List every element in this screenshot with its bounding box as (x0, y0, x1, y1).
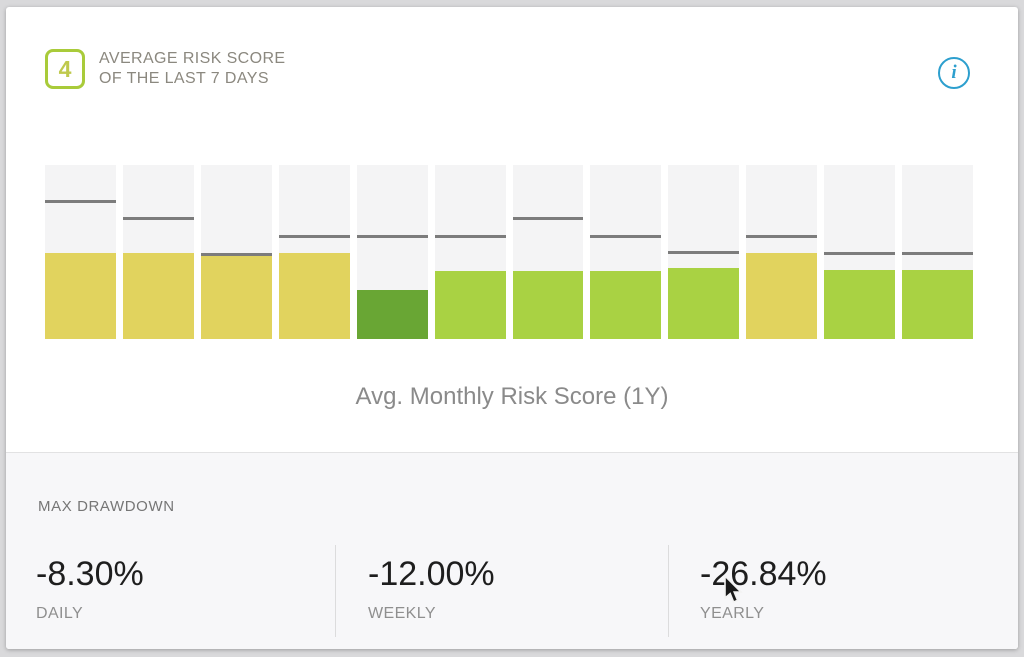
info-icon-glyph: i (951, 62, 957, 83)
risk-bar-month-7 (512, 165, 584, 339)
card-title: AVERAGE RISK SCORE OF THE LAST 7 DAYS (99, 49, 286, 89)
chart-caption: Avg. Monthly Risk Score (1Y) (355, 383, 669, 410)
risk-bar-month-12 (902, 165, 974, 339)
risk-bar-marker-line (434, 235, 506, 239)
drawdown-value-yearly: -26.84% (700, 555, 827, 593)
risk-bar-fill (746, 253, 818, 339)
risk-bar-marker-line (122, 216, 194, 220)
drawdown-stat-weekly: -12.00% WEEKLY (335, 545, 668, 637)
risk-bar-marker-line (200, 252, 272, 256)
risk-bar-marker-line (512, 216, 584, 220)
risk-score-badge: 4 (45, 49, 85, 89)
risk-bar-fill (45, 253, 116, 339)
risk-bar-fill (122, 253, 194, 339)
risk-bar-marker-line (45, 200, 116, 204)
drawdown-period-yearly: YEARLY (700, 605, 765, 622)
drawdown-value-daily: -8.30% (36, 555, 144, 593)
risk-bar-month-8 (590, 165, 662, 339)
risk-bar-month-2 (122, 165, 194, 339)
drawdown-stat-daily: -8.30% DAILY (6, 545, 335, 637)
risk-bar-marker-line (746, 235, 818, 239)
risk-bar-fill (200, 254, 272, 339)
risk-bar-month-6 (434, 165, 506, 339)
info-icon[interactable]: i (938, 57, 970, 89)
risk-bar-fill (356, 289, 428, 339)
risk-bar-month-5 (356, 165, 428, 339)
risk-bar-marker-line (278, 235, 350, 239)
drawdown-period-weekly: WEEKLY (368, 605, 436, 622)
risk-bar-fill (668, 268, 740, 339)
drawdown-stats-row: -8.30% DAILY -12.00% WEEKLY -26.84% YEAR… (6, 545, 1018, 637)
monthly-risk-bar-chart (45, 165, 974, 339)
risk-bar-marker-line (668, 251, 740, 255)
risk-bar-month-1 (45, 165, 116, 339)
risk-bar-marker-line (356, 235, 428, 239)
risk-bar-fill (512, 270, 584, 339)
risk-bar-fill (278, 253, 350, 339)
max-drawdown-label: MAX DRAWDOWN (38, 498, 175, 515)
card-title-line2: OF THE LAST 7 DAYS (99, 70, 269, 87)
risk-bar-fill (824, 269, 896, 339)
risk-bar-month-10 (746, 165, 818, 339)
drawdown-stat-yearly: -26.84% YEARLY (668, 545, 1018, 637)
risk-bar-fill (590, 270, 662, 339)
drawdown-value-weekly: -12.00% (368, 555, 495, 593)
risk-bar-fill (434, 270, 506, 339)
card-header: 4 AVERAGE RISK SCORE OF THE LAST 7 DAYS (45, 49, 286, 89)
risk-bar-marker-line (590, 235, 662, 239)
drawdown-period-daily: DAILY (36, 605, 84, 622)
risk-score-value: 4 (58, 55, 72, 82)
risk-bar-month-9 (668, 165, 740, 339)
risk-bar-month-3 (200, 165, 272, 339)
max-drawdown-panel: MAX DRAWDOWN -8.30% DAILY -12.00% WEEKLY… (6, 452, 1018, 649)
risk-score-card: 4 AVERAGE RISK SCORE OF THE LAST 7 DAYS … (6, 7, 1018, 649)
risk-bar-month-11 (824, 165, 896, 339)
risk-bar-month-4 (278, 165, 350, 339)
risk-bar-marker-line (824, 251, 896, 255)
risk-bar-marker-line (902, 251, 974, 255)
card-title-line1: AVERAGE RISK SCORE (99, 50, 286, 67)
risk-bar-fill (902, 269, 974, 339)
